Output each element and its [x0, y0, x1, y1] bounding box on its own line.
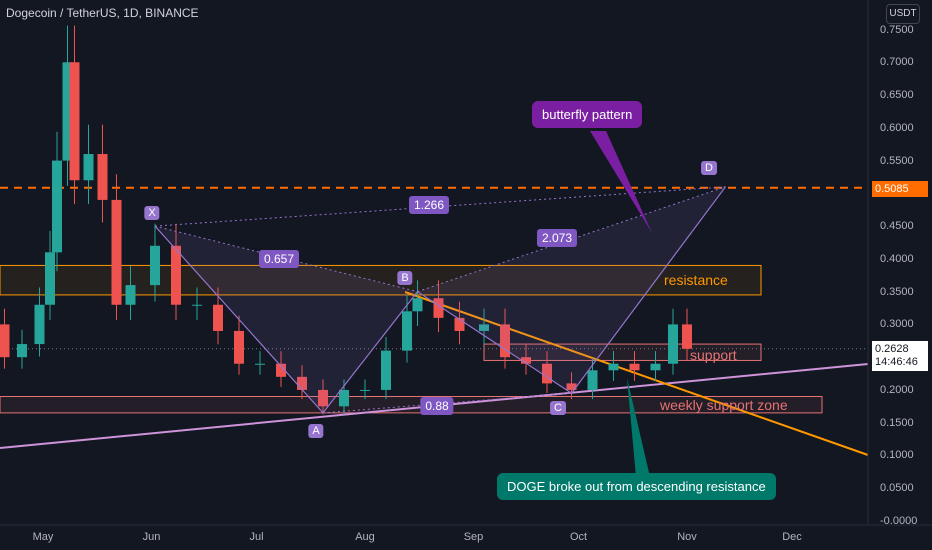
butterfly-callout[interactable]: butterfly pattern — [532, 101, 643, 128]
candle-body — [150, 245, 160, 286]
candle-body — [213, 304, 223, 331]
candle-body — [276, 363, 286, 377]
candle-body — [17, 344, 27, 358]
candle-body — [433, 298, 444, 318]
price-tick: 0.1000 — [880, 449, 914, 462]
candle-body — [97, 154, 108, 200]
candle-body — [587, 370, 598, 390]
time-tick: Aug — [355, 531, 375, 543]
bcd-triangle — [417, 186, 726, 394]
price-tick: 0.2000 — [880, 383, 914, 396]
ratio-bcd[interactable]: 2.073 — [536, 229, 578, 247]
candle-body — [45, 252, 55, 305]
point-d-label[interactable]: D — [701, 161, 717, 175]
weekly-support-label: weekly support zone — [660, 397, 788, 413]
point-b-label[interactable]: B — [397, 271, 413, 285]
candle-body — [402, 311, 412, 351]
price-tick: 0.6000 — [880, 121, 914, 134]
xab-triangle — [155, 226, 418, 413]
price-tick: 0.3000 — [880, 318, 914, 331]
descending-resistance-line — [404, 291, 869, 456]
candle-body — [171, 245, 181, 305]
candle-body — [566, 383, 577, 390]
point-a-label[interactable]: A — [308, 424, 324, 438]
candle-body — [125, 285, 136, 305]
candle-body — [69, 62, 80, 181]
currency-button[interactable]: USDT — [886, 4, 920, 24]
candle-countdown: 14:46:46 — [875, 356, 918, 368]
candle-body — [318, 389, 328, 407]
time-tick: Dec — [782, 531, 802, 543]
price-tick: 0.0500 — [880, 482, 914, 495]
ac-ratio-line — [322, 392, 572, 414]
candle-body — [682, 324, 692, 349]
candle-body — [629, 363, 640, 371]
price-tick: 0.7000 — [880, 56, 914, 69]
candle-body — [339, 389, 349, 407]
price-tick: 0.4000 — [880, 252, 914, 265]
resistance-label: resistance — [664, 272, 728, 288]
candle-body — [83, 154, 94, 181]
candle-body — [34, 304, 45, 345]
time-tick: Nov — [677, 531, 697, 543]
ratio-xab[interactable]: 0.657 — [258, 250, 300, 268]
level-price-tag: 0.5085 — [872, 181, 928, 197]
zone-weekly-support-zone — [0, 395, 823, 414]
price-tick: 0.7500 — [880, 23, 914, 36]
candle-body — [255, 363, 265, 365]
time-tick: Jun — [142, 531, 161, 543]
price-tick: 0.3500 — [880, 285, 914, 298]
ratio-ac[interactable]: 0.88 — [420, 397, 454, 415]
candle-body — [479, 324, 489, 331]
candle-body — [360, 389, 370, 391]
candle-body — [500, 324, 510, 358]
breakout-callout[interactable]: DOGE broke out from descending resistanc… — [497, 473, 776, 500]
time-tick: Oct — [569, 531, 588, 543]
chart-title: Dogecoin / TetherUS, 1D, BINANCE — [6, 6, 199, 20]
candle-body — [521, 357, 531, 364]
candle-body — [542, 363, 552, 384]
candle-body — [0, 324, 10, 358]
time-tick: Sep — [463, 531, 484, 543]
time-tick: Jul — [249, 531, 264, 543]
candle-body — [650, 363, 661, 371]
candle-body — [454, 317, 465, 331]
time-tick: May — [32, 531, 54, 543]
point-x-label[interactable]: X — [144, 206, 160, 220]
price-tick: 0.4500 — [880, 220, 914, 233]
point-c-label[interactable]: C — [550, 401, 566, 415]
candle-body — [234, 330, 244, 364]
price-tick: -0.0000 — [880, 515, 918, 527]
candle-body — [668, 324, 678, 364]
candle-body — [381, 350, 391, 390]
candle-body — [111, 199, 122, 305]
price-tick: 0.5500 — [880, 154, 914, 167]
current-price-value: 0.2628 — [875, 343, 909, 355]
butterfly-pointer — [590, 131, 652, 233]
price-tick: 0.1500 — [880, 416, 914, 429]
candle-body — [412, 298, 423, 312]
price-tick: 0.6500 — [880, 89, 914, 102]
candle-body — [192, 304, 202, 306]
candle-body — [297, 376, 307, 390]
candle-body — [52, 160, 62, 253]
breakout-pointer — [627, 378, 650, 477]
bd-ratio-line — [417, 186, 726, 293]
candle-body — [62, 62, 73, 161]
current-price-tag: 0.2628 14:46:46 — [872, 341, 928, 371]
ratio-xd[interactable]: 1.266 — [408, 196, 450, 214]
support-label: support — [690, 347, 737, 363]
candle-body — [608, 363, 619, 371]
